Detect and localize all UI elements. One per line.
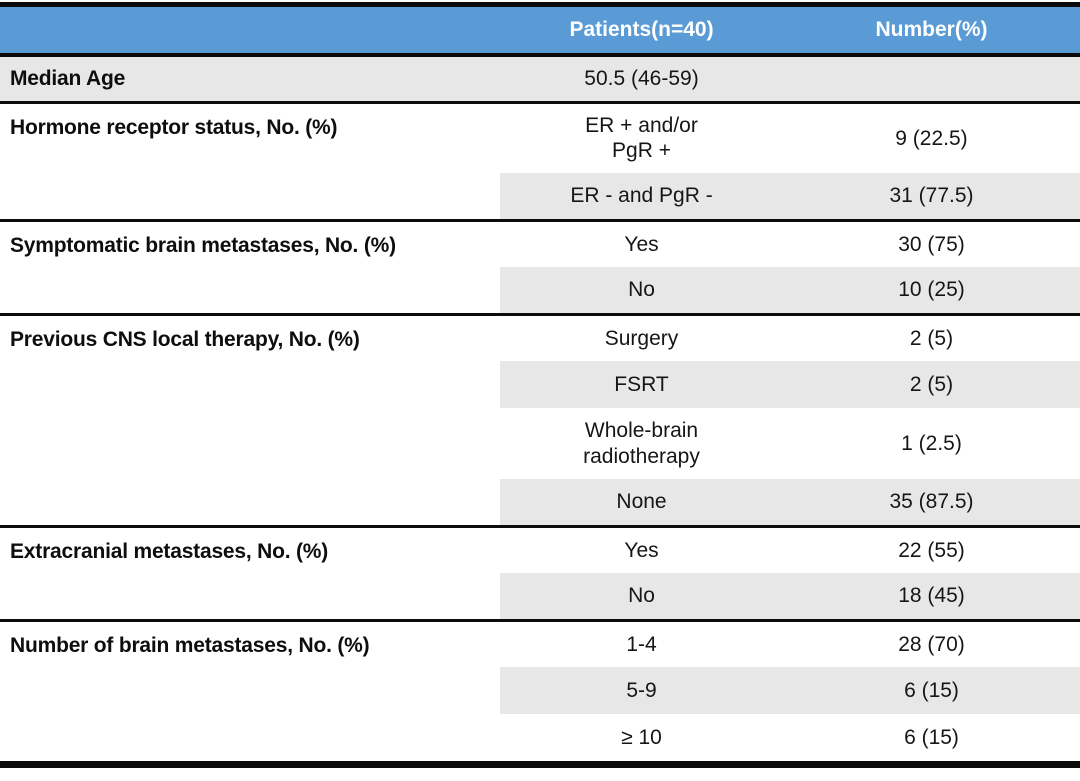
- value-cell: ≥ 10: [621, 725, 662, 749]
- number-cell: 2 (5): [782, 312, 1080, 361]
- value-cell: ER - and PgR -: [500, 173, 783, 220]
- value-cell: None: [500, 479, 783, 526]
- value-cell: FSRT: [500, 361, 783, 408]
- value-cell: ER + and/or PgR +: [500, 100, 783, 173]
- value-cell: 1-4: [500, 618, 783, 667]
- number-cell: 2 (5): [782, 361, 1080, 408]
- value-cell: Yes: [500, 524, 783, 573]
- table-row: Whole-brain radiotherapy 1 (2.5): [0, 408, 1080, 479]
- value-cell: No: [500, 573, 783, 620]
- number-cell: 28 (70): [782, 618, 1080, 667]
- number-cell: 18 (45): [782, 573, 1080, 620]
- value-cell: Whole-brain radiotherapy: [583, 419, 700, 468]
- section-extracranial-metastases: Extracranial metastases, No. (%) Yes 22 …: [0, 524, 1080, 620]
- number-cell: 9 (22.5): [782, 100, 1080, 173]
- header-cell-patients: Patients(n=40): [500, 7, 783, 57]
- table-row: ≥ 10 6 (15): [0, 714, 1080, 761]
- row-label-hormone-receptor-status: Hormone receptor status, No. (%): [0, 100, 501, 220]
- section-number-of-brain-metastases: Number of brain metastases, No. (%) 1-4 …: [0, 618, 1080, 761]
- table-row: FSRT 2 (5): [0, 361, 1080, 408]
- row-label-symptomatic-brain-metastases: Symptomatic brain metastases, No. (%): [0, 218, 501, 314]
- value-cell: No: [500, 267, 783, 314]
- row-label-extracranial-metastases: Extracranial metastases, No. (%): [0, 524, 501, 620]
- table-row: Extracranial metastases, No. (%) Yes 22 …: [0, 524, 1080, 620]
- table-row: 5-9 6 (15): [0, 667, 1080, 714]
- number-cell: 1 (2.5): [901, 431, 962, 455]
- value-cell: Yes: [500, 218, 783, 267]
- number-cell: 22 (55): [782, 524, 1080, 573]
- value-cell: 5-9: [500, 667, 783, 714]
- table-row: No 18 (45): [0, 573, 1080, 620]
- table-header: Patients(n=40) Number(%): [0, 7, 1080, 57]
- table-row: Previous CNS local therapy, No. (%) Surg…: [0, 312, 1080, 526]
- section-hormone-receptor-status: Hormone receptor status, No. (%) ER + an…: [0, 100, 1080, 220]
- value-cell: 50.5 (46-59): [500, 55, 783, 102]
- number-cell: 35 (87.5): [782, 479, 1080, 526]
- number-cell: 30 (75): [782, 218, 1080, 267]
- row-label-number-of-brain-metastases: Number of brain metastases, No. (%): [0, 618, 501, 761]
- table-row: ER - and PgR - 31 (77.5): [0, 173, 1080, 220]
- number-cell: 31 (77.5): [782, 173, 1080, 220]
- header-cell-empty: [0, 7, 501, 57]
- table-row: No 10 (25): [0, 267, 1080, 314]
- row-label-median-age: Median Age: [0, 55, 501, 102]
- row-label-previous-cns-local-therapy: Previous CNS local therapy, No. (%): [0, 312, 501, 526]
- value-cell: Surgery: [500, 312, 783, 361]
- table-row: Symptomatic brain metastases, No. (%) Ye…: [0, 218, 1080, 314]
- header-row: Patients(n=40) Number(%): [0, 7, 1080, 57]
- section-median-age: Median Age 50.5 (46-59): [0, 55, 1080, 102]
- table-row: None 35 (87.5): [0, 479, 1080, 526]
- number-cell: 6 (15): [782, 667, 1080, 714]
- section-symptomatic-brain-metastases: Symptomatic brain metastases, No. (%) Ye…: [0, 218, 1080, 314]
- table-row: Hormone receptor status, No. (%) ER + an…: [0, 100, 1080, 220]
- patient-characteristics-table: Patients(n=40) Number(%) Median Age 50.5…: [0, 7, 1080, 761]
- number-cell: 10 (25): [782, 267, 1080, 314]
- section-previous-cns-local-therapy: Previous CNS local therapy, No. (%) Surg…: [0, 312, 1080, 526]
- table-row: Median Age 50.5 (46-59): [0, 55, 1080, 102]
- number-cell: [782, 55, 1080, 102]
- table-row: Number of brain metastases, No. (%) 1-4 …: [0, 618, 1080, 761]
- header-cell-number: Number(%): [782, 7, 1080, 57]
- number-cell: 6 (15): [904, 725, 959, 749]
